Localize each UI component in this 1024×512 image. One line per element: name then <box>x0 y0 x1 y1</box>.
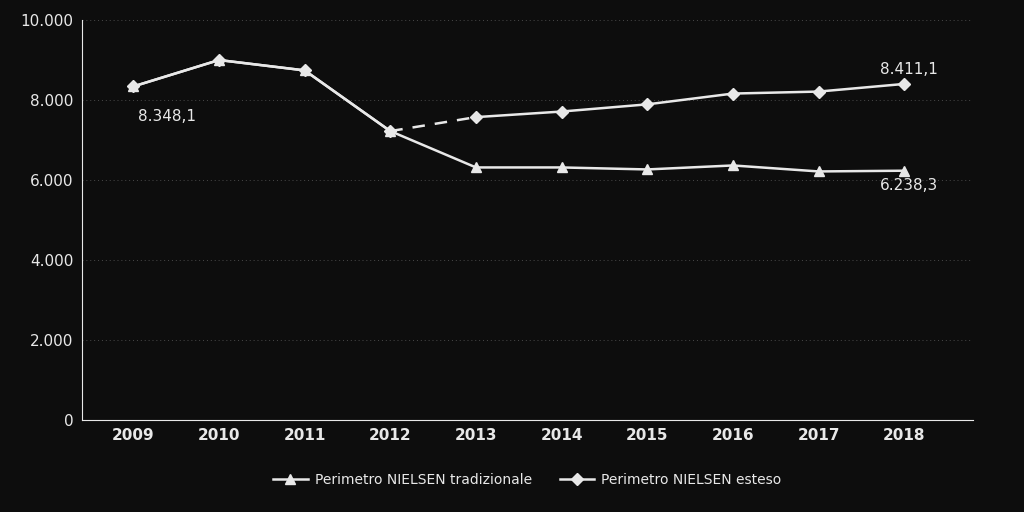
Legend: Perimetro NIELSEN tradizionale, Perimetro NIELSEN esteso: Perimetro NIELSEN tradizionale, Perimetr… <box>267 467 787 493</box>
Text: 8.411,1: 8.411,1 <box>881 62 938 77</box>
Text: 8.348,1: 8.348,1 <box>137 109 196 124</box>
Text: 6.238,3: 6.238,3 <box>881 178 939 193</box>
